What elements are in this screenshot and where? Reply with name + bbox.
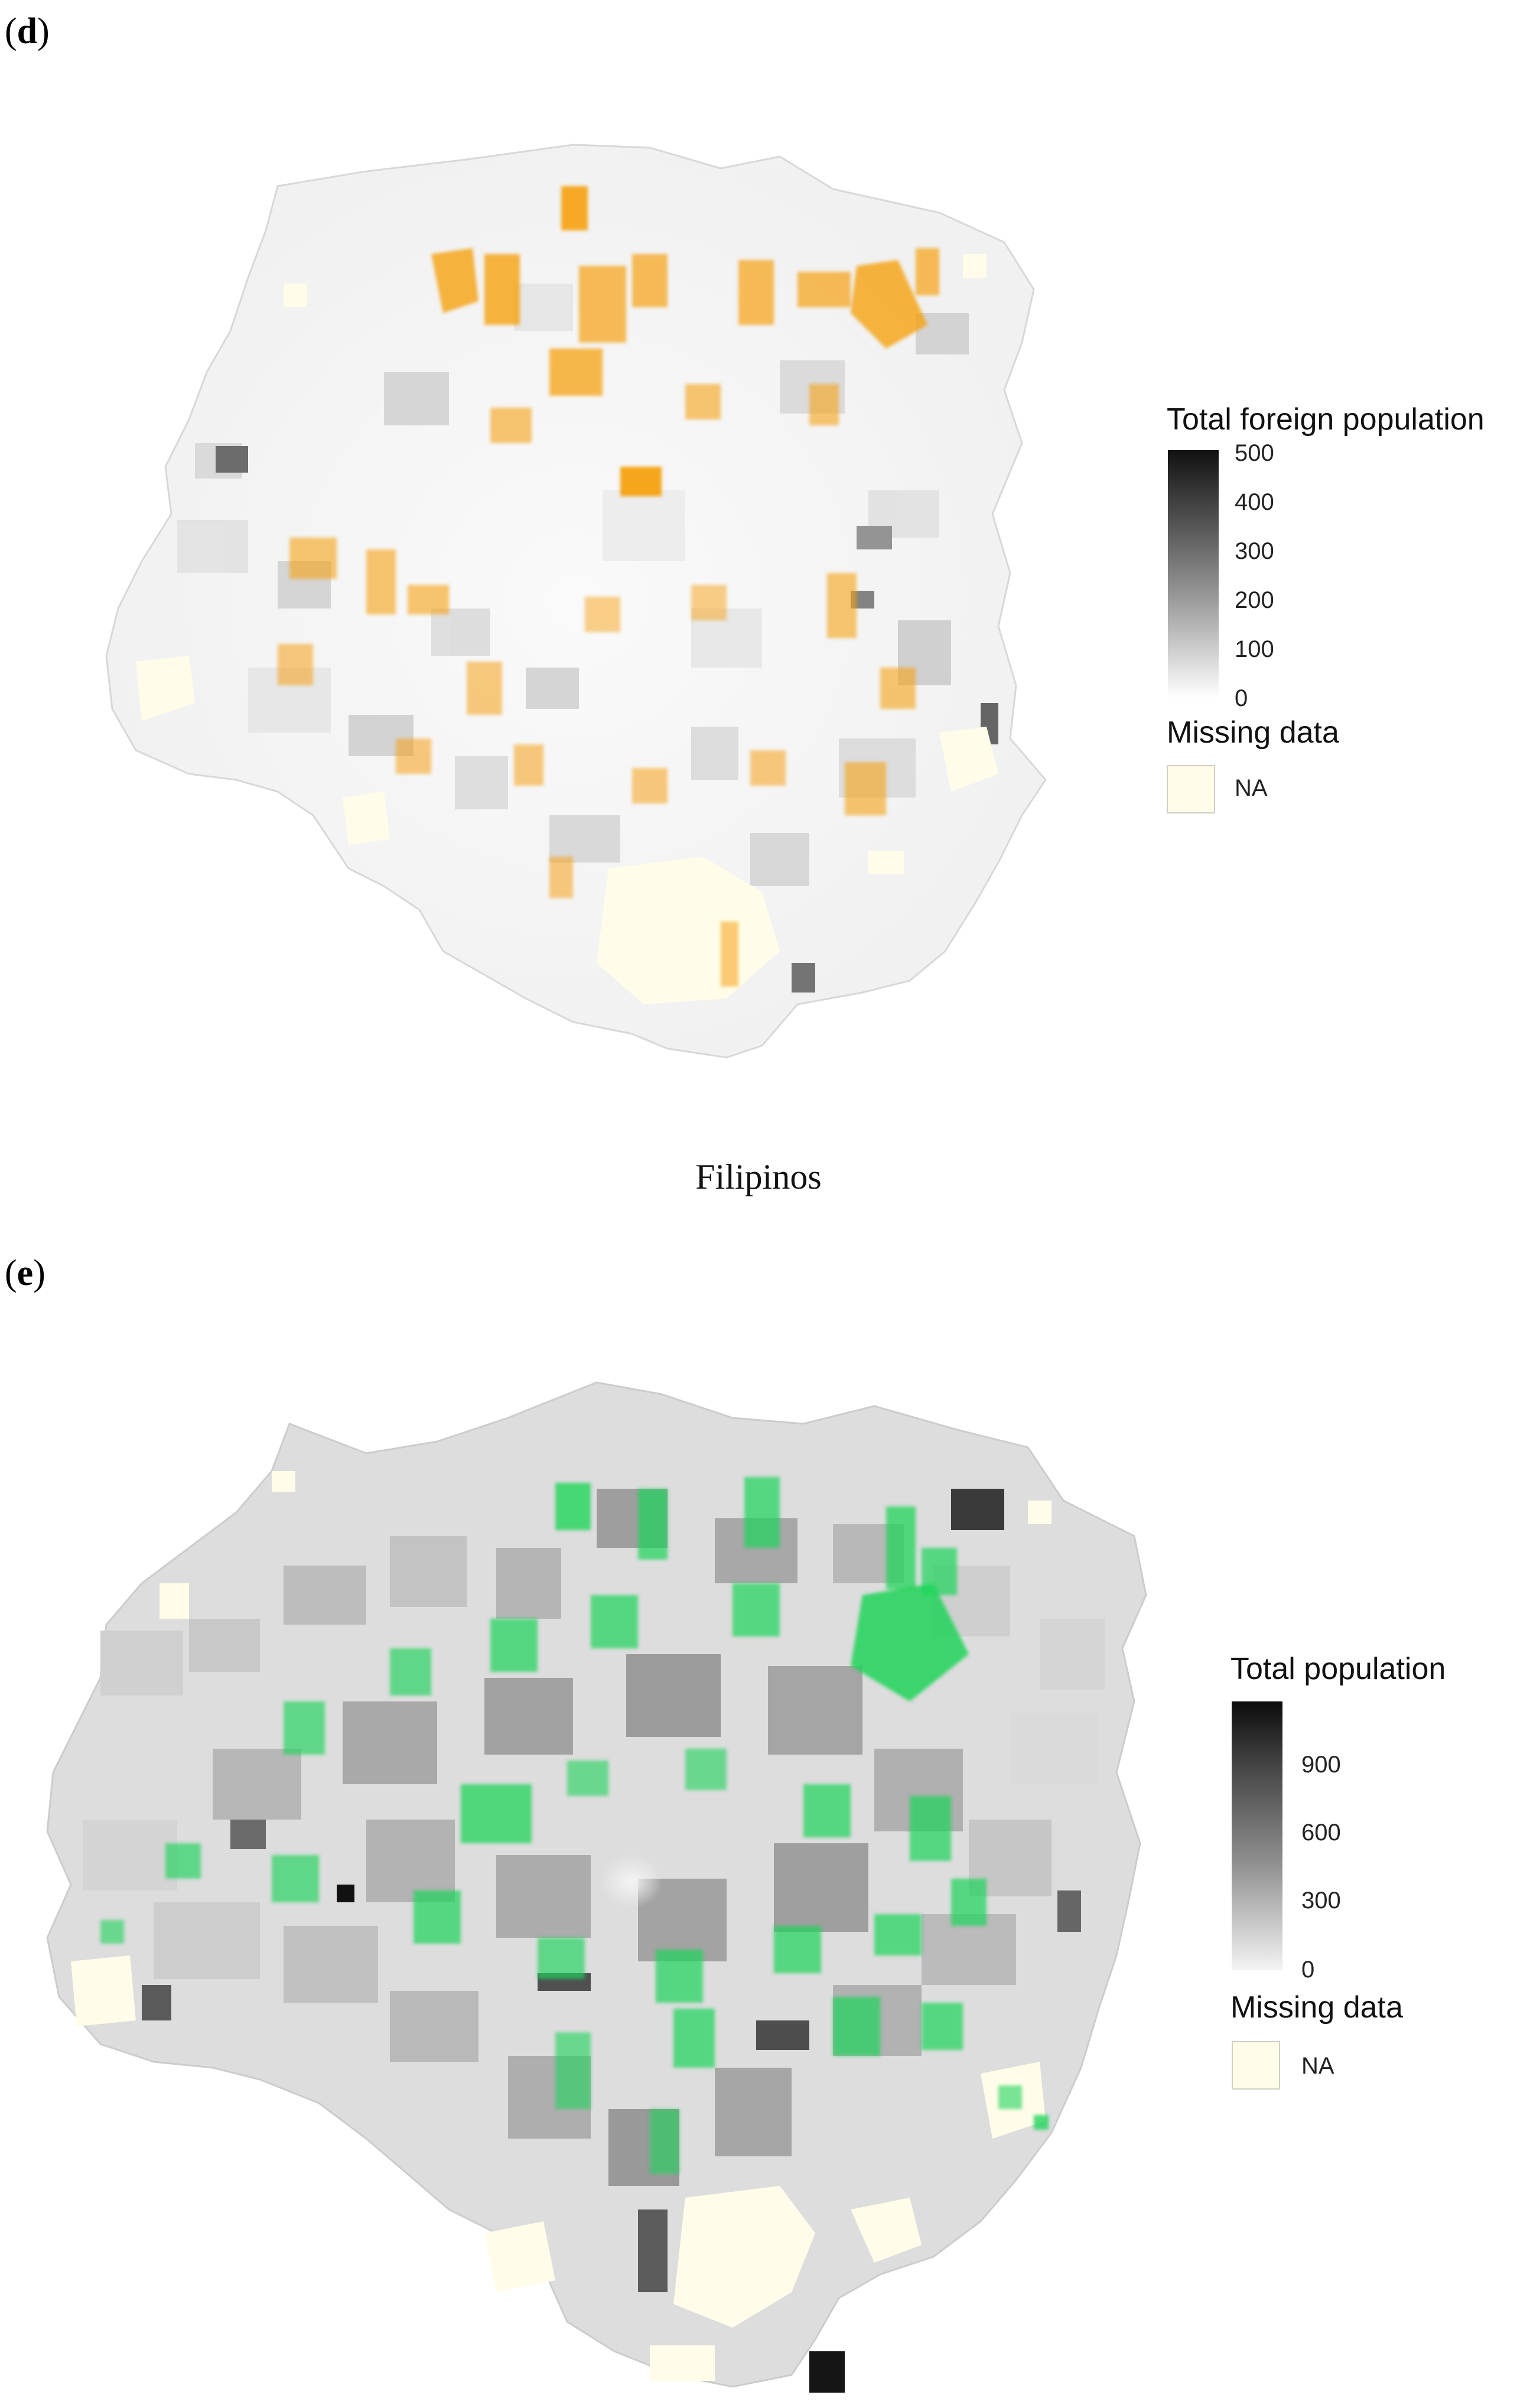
panel-e-label: (e) bbox=[5, 1253, 45, 1293]
legend-d-tick: 200 bbox=[1235, 587, 1274, 613]
legend-d-colorbar bbox=[1168, 450, 1219, 698]
map-e bbox=[46, 1381, 1147, 2393]
concentration-clusters-e bbox=[100, 1477, 1049, 2174]
legend-e-missing-title: Missing data bbox=[1230, 1990, 1403, 2025]
legend-d-na-swatch bbox=[1167, 765, 1215, 813]
legend-d-tick: 100 bbox=[1235, 636, 1274, 662]
legend-e-na-swatch bbox=[1232, 2041, 1280, 2090]
parcels-e bbox=[83, 1489, 1105, 2393]
panel-d-letter: d bbox=[17, 11, 38, 51]
legend-e-title: Total population bbox=[1230, 1652, 1446, 1686]
legend-e-colorbar bbox=[1232, 1701, 1282, 1970]
panel-d-label: (d) bbox=[5, 11, 50, 51]
legend-d-title: Total foreign population bbox=[1167, 402, 1485, 437]
section-title: Filipinos bbox=[695, 1157, 822, 1196]
legend-d-tick: 300 bbox=[1235, 538, 1274, 564]
legend-d-tick: 500 bbox=[1235, 440, 1274, 466]
panel-e-letter: e bbox=[17, 1253, 34, 1293]
city-center-e bbox=[496, 1778, 756, 2003]
map-d bbox=[105, 144, 1047, 1059]
legend-e-tick: 600 bbox=[1301, 1820, 1341, 1846]
legend-d-tick: 400 bbox=[1235, 489, 1274, 515]
legend-d-tick: 0 bbox=[1235, 685, 1248, 711]
legend-d-na-label: NA bbox=[1235, 775, 1268, 801]
legend-e-tick: 900 bbox=[1301, 1752, 1341, 1778]
legend-e-tick: 0 bbox=[1301, 1957, 1315, 1983]
legend-d-missing-title: Missing data bbox=[1167, 715, 1339, 750]
concentration-clusters-d bbox=[278, 186, 939, 987]
legend-e-na-label: NA bbox=[1301, 2053, 1334, 2079]
legend-e-tick: 300 bbox=[1301, 1888, 1341, 1914]
